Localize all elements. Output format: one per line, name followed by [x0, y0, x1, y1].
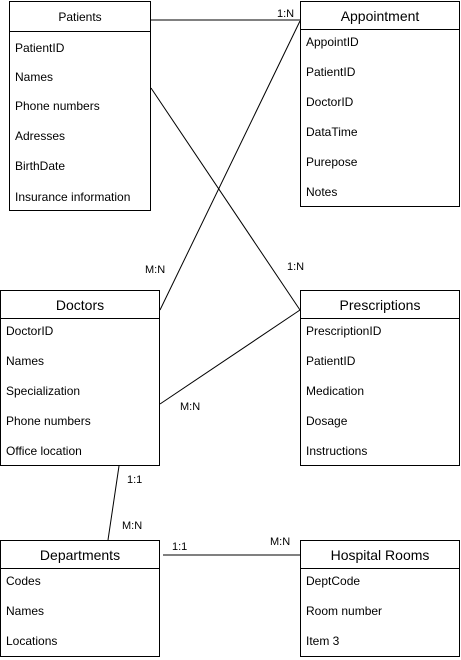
field-appointment-notes: Notes: [306, 185, 338, 199]
field-appointment-purepose: Purepose: [306, 155, 358, 169]
field-doctors-phone-numbers: Phone numbers: [6, 414, 91, 428]
connector-doctors-departments: [107, 465, 120, 541]
field-patients-adresses: Adresses: [15, 129, 66, 143]
field-appointment-appointid: AppointID: [306, 35, 359, 49]
entity-doctors-title: Doctors: [1, 291, 159, 319]
entity-patients-title: Patients: [10, 2, 150, 32]
field-appointment-datatime: DataTime: [306, 125, 358, 139]
field-rooms-deptcode: DeptCode: [306, 574, 361, 588]
field-patients-names: Names: [15, 70, 54, 84]
field-doctors-names: Names: [6, 354, 45, 368]
cardinality-patients-prescriptions: 1:N: [287, 261, 305, 273]
field-prescriptions-patientid: PatientID: [306, 354, 356, 368]
field-patients-birthdate: BirthDate: [15, 159, 66, 173]
field-patients-patientid: PatientID: [15, 41, 65, 55]
field-prescriptions-instructions: Instructions: [306, 444, 368, 458]
field-rooms-room-number: Room number: [306, 604, 383, 618]
entity-patients: Patients PatientID Names Phone numbers A…: [9, 1, 151, 211]
entity-hospital-rooms-title: Hospital Rooms: [301, 541, 459, 569]
field-departments-names: Names: [6, 604, 45, 618]
field-doctors-office-location: Office location: [6, 444, 82, 458]
entity-prescriptions-title: Prescriptions: [301, 291, 459, 319]
entity-appointment: Appointment AppointID PatientID DoctorID…: [300, 1, 460, 207]
field-prescriptions-medication: Medication: [306, 384, 365, 398]
field-appointment-doctorid: DoctorID: [306, 95, 354, 109]
connector-doctors-appointment: [159, 20, 301, 311]
entity-hospital-rooms: Hospital Rooms DeptCode Room number Item…: [300, 540, 460, 657]
connector-doctors-prescriptions: [159, 309, 301, 405]
entity-doctors: Doctors DoctorID Names Specialization Ph…: [0, 290, 160, 466]
field-prescriptions-prescriptionid: PrescriptionID: [306, 324, 382, 338]
entity-departments: Departments Codes Names Locations: [0, 540, 160, 657]
field-patients-phone-numbers: Phone numbers: [15, 99, 100, 113]
field-rooms-item-3: Item 3: [306, 634, 340, 648]
cardinality-departments-rooms-left: 1:1: [172, 541, 188, 553]
field-departments-locations: Locations: [6, 634, 58, 648]
field-doctors-specialization: Specialization: [6, 384, 81, 398]
field-appointment-patientid: PatientID: [306, 65, 356, 79]
connector-patients-prescriptions: [150, 87, 301, 311]
field-departments-codes: Codes: [6, 574, 41, 588]
entity-departments-title: Departments: [1, 541, 159, 569]
field-prescriptions-dosage: Dosage: [306, 414, 348, 428]
cardinality-doctors-departments-bottom: M:N: [122, 520, 143, 532]
cardinality-doctors-departments-top: 1:1: [127, 474, 143, 486]
cardinality-departments-rooms-right: M:N: [270, 536, 291, 548]
cardinality-doctors-prescriptions: M:N: [180, 401, 201, 413]
cardinality-doctors-appointment: M:N: [145, 264, 166, 276]
cardinality-patients-appointment: 1:N: [277, 8, 295, 20]
field-doctors-doctorid: DoctorID: [6, 324, 54, 338]
field-patients-insurance-information: Insurance information: [15, 190, 131, 204]
entity-appointment-title: Appointment: [301, 2, 459, 30]
entity-prescriptions: Prescriptions PrescriptionID PatientID M…: [300, 290, 460, 466]
